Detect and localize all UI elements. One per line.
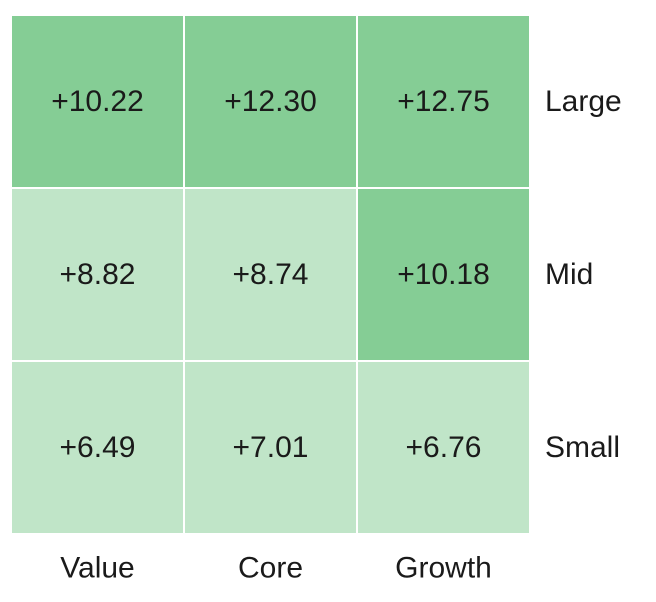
cell-value-label: +6.49	[60, 431, 136, 464]
row-label-large: Large	[545, 85, 622, 118]
heatmap-cell-small-core	[185, 362, 356, 533]
cell-value-label: +6.76	[406, 431, 482, 464]
heatmap-cell-small-growth	[358, 362, 529, 533]
column-label-growth: Growth	[395, 552, 492, 585]
heatmap-cell-mid-value	[12, 189, 183, 360]
column-label-core: Core	[238, 552, 303, 585]
row-label-mid: Mid	[545, 258, 593, 291]
heatmap-cell-small-value	[12, 362, 183, 533]
cell-value-label: +10.18	[397, 258, 490, 291]
column-label-value: Value	[60, 552, 135, 585]
cell-value-label: +12.30	[224, 85, 317, 118]
row-label-small: Small	[545, 431, 620, 464]
cell-value-label: +8.82	[60, 258, 136, 291]
heatmap-cell-large-core	[185, 16, 356, 187]
cell-value-label: +7.01	[233, 431, 309, 464]
cell-value-label: +8.74	[233, 258, 309, 291]
heatmap-cell-large-value	[12, 16, 183, 187]
heatmap-cell-mid-growth	[358, 189, 529, 360]
heatmap-cell-mid-core	[185, 189, 356, 360]
heatmap-cell-large-growth	[358, 16, 529, 187]
cell-value-label: +10.22	[51, 85, 144, 118]
cell-value-label: +12.75	[397, 85, 490, 118]
